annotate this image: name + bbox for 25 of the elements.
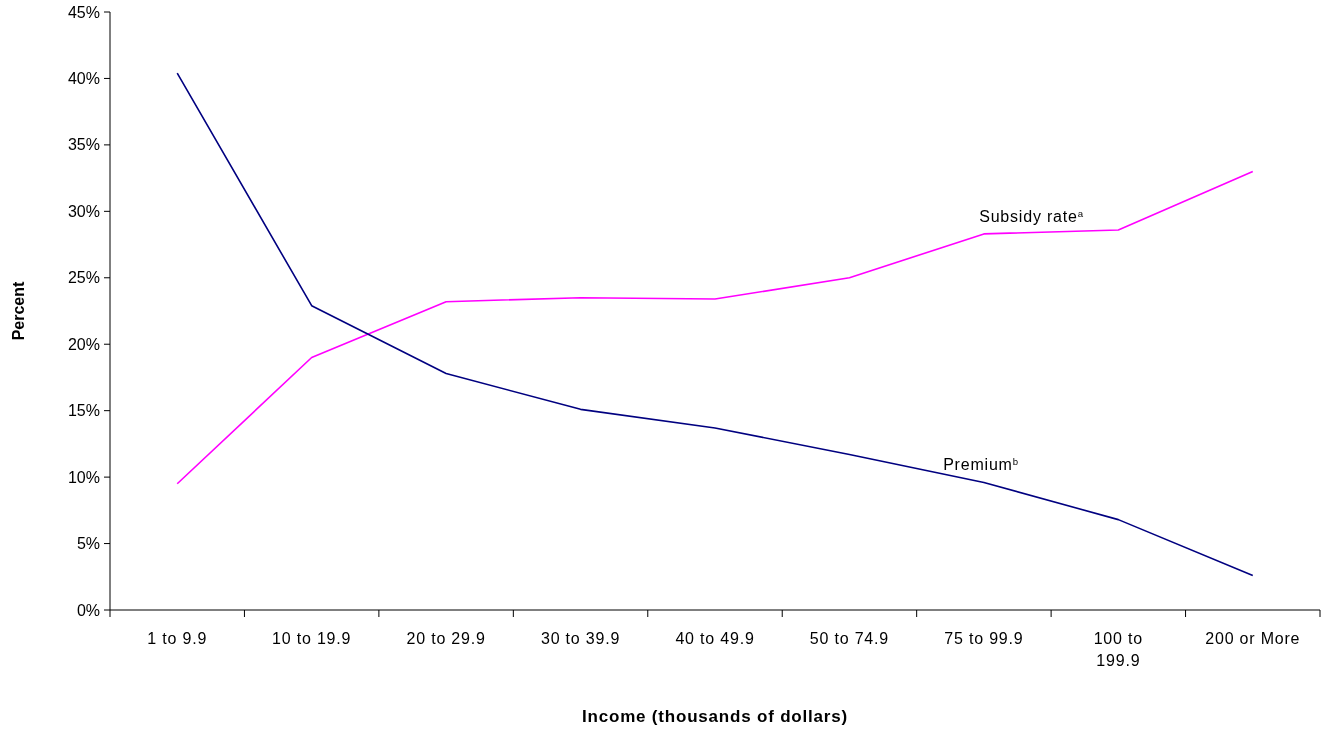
x-tick-label: 20 to 29.9	[406, 630, 486, 647]
x-tick-label: 75 to 99.9	[944, 630, 1024, 647]
x-tick-label: 1 to 9.9	[147, 630, 208, 647]
line-series	[176, 170, 1254, 485]
y-tick-label: 45%	[67, 3, 100, 21]
y-tick-label: 30%	[67, 202, 100, 220]
y-tick-label: 0%	[76, 601, 100, 619]
line-series	[176, 72, 1254, 577]
y-tick-label: 15%	[67, 402, 100, 420]
x-axis-title: Income (thousands of dollars)	[582, 707, 848, 726]
x-tick-label: 100 to 199.9	[1093, 630, 1143, 669]
x-tick-label: 10 to 19.9	[272, 630, 352, 647]
y-axis-title: Percent	[10, 280, 27, 341]
y-tick-label: 25%	[67, 269, 100, 287]
y-tick-label: 5%	[76, 535, 100, 553]
series-label: Premium$^{b}$	[943, 455, 1019, 474]
x-tick-label: 30 to 39.9	[540, 630, 621, 647]
y-tick-label: 10%	[67, 468, 100, 486]
y-tick-label: 40%	[67, 70, 100, 88]
y-tick-label: 20%	[67, 335, 100, 353]
series-label: Subsidy rate$^{a}$	[979, 207, 1084, 225]
x-tick-label: 40 to 49.9	[675, 630, 755, 647]
x-tick-label: 50 to 74.9	[809, 630, 890, 647]
y-tick-label: 35%	[67, 136, 100, 154]
x-tick-label: 200 or More	[1205, 630, 1301, 647]
